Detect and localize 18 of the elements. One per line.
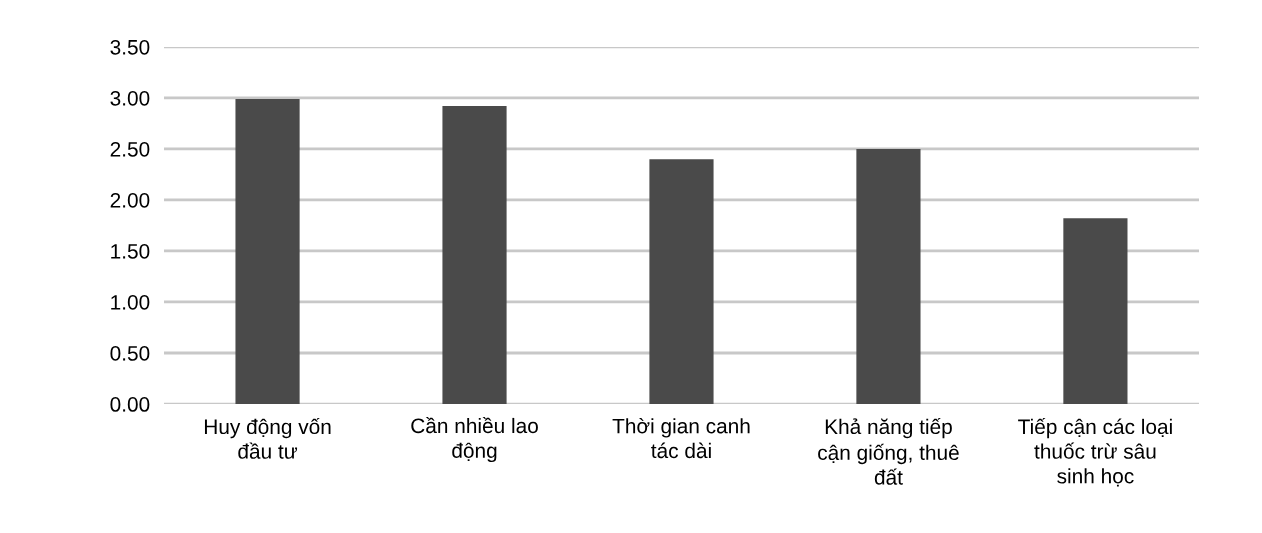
bar xyxy=(856,148,921,405)
y-tick-label: 3.00 xyxy=(110,90,150,106)
x-tick-label: Huy động vốn đầu tư xyxy=(204,417,331,459)
bar xyxy=(649,159,714,405)
y-tick-label: 3.50 xyxy=(110,39,150,55)
y-tick-label: 2.00 xyxy=(110,192,150,208)
y-tick-label: 1.00 xyxy=(111,294,150,310)
y-tick-label: 1.50 xyxy=(111,243,150,259)
x-tick-label: Thời gian canh tác dài xyxy=(612,417,750,459)
y-tick-label: 0.00 xyxy=(110,397,150,412)
x-tick-label: Cần nhiều lao động xyxy=(411,416,538,463)
bar xyxy=(442,106,507,405)
x-tick-label: Khả năng tiếp cận giống, thuê đất xyxy=(818,417,959,485)
y-tick-label: 0.50 xyxy=(110,346,150,361)
x-tick-label: Tiếp cận các loại thuốc trừ sâu sinh học xyxy=(1018,417,1172,487)
bar xyxy=(1063,218,1128,405)
y-tick-label: 2.50 xyxy=(110,141,150,157)
bar xyxy=(235,98,300,405)
